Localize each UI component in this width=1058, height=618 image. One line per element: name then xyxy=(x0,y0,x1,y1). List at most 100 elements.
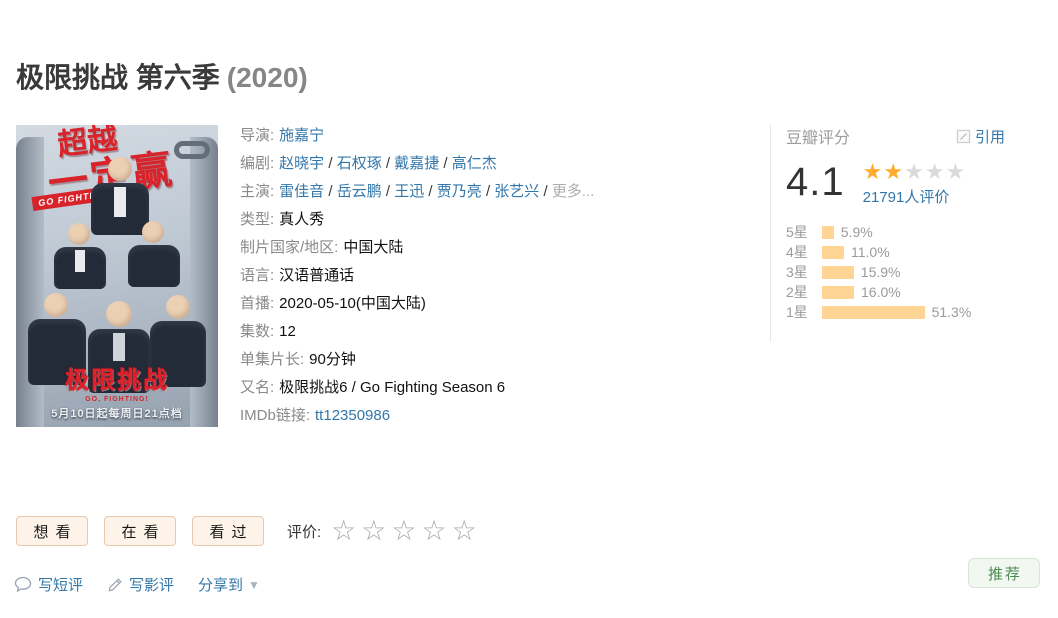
rate-label: 评价: xyxy=(287,523,322,541)
poster-figure xyxy=(54,223,106,289)
rating-bar xyxy=(822,305,925,319)
info-label: 语言: xyxy=(240,267,275,284)
info-link[interactable]: 石权琢 xyxy=(336,155,382,172)
info-value: / xyxy=(381,183,395,200)
cite-icon xyxy=(956,129,971,143)
info-value: 中国大陆 xyxy=(343,239,404,256)
movie-info-list: 导演: 施嘉宁 编剧: 赵晓宇 / 石权琢 / 戴嘉捷 / 高仁杰 主演: 雷佳音 / 岳… xyxy=(240,122,760,430)
footer-links: 写短评 写影评 分享到 ▼ xyxy=(14,574,260,595)
rating-stars: ★★★★★ xyxy=(863,159,967,185)
pencil-icon xyxy=(107,577,123,593)
star-level-label: 2星 xyxy=(786,284,808,300)
rating-distribution: 5星 5.9% 4星 11.0% 3星 15.9% 2星 16.0% 1星 51.3% xyxy=(786,222,1005,322)
votes-link[interactable]: 21791人评价 xyxy=(862,189,950,206)
info-value: 汉语普通话 xyxy=(279,267,355,284)
title-year: (2020) xyxy=(226,62,308,93)
rate-star[interactable]: ☆ xyxy=(361,515,387,546)
star-level-label: 5星 xyxy=(786,224,808,240)
poster-logo-subtitle: GO, FIGHTING! xyxy=(85,396,149,403)
rate-star[interactable]: ☆ xyxy=(391,515,417,546)
info-label: 首播: xyxy=(240,295,275,312)
info-link[interactable]: 雷佳音 xyxy=(279,183,325,200)
rate-star[interactable]: ☆ xyxy=(331,515,357,546)
watching-button[interactable]: 在看 xyxy=(104,516,176,546)
rate-star[interactable]: ☆ xyxy=(451,515,477,546)
info-row: 单集片长: 90分钟 xyxy=(240,346,760,374)
info-link[interactable]: 赵晓宇 xyxy=(279,155,325,172)
rating-percent: 16.0% xyxy=(861,284,901,300)
rating-percent: 11.0% xyxy=(851,244,890,260)
info-link[interactable]: 张艺兴 xyxy=(494,183,540,200)
write-short-review-link[interactable]: 写短评 xyxy=(38,577,84,594)
recommend-button[interactable]: 推荐 xyxy=(968,558,1040,588)
info-row: 集数: 12 xyxy=(240,318,760,346)
rating-distribution-row: 3星 15.9% xyxy=(786,262,1005,282)
rating-distribution-row: 2星 16.0% xyxy=(786,282,1005,302)
info-value: / xyxy=(381,155,395,172)
rating-bar xyxy=(822,225,834,239)
info-link[interactable]: tt12350986 xyxy=(315,407,391,424)
info-value: 真人秀 xyxy=(279,211,325,228)
info-row: IMDb链接: tt12350986 xyxy=(240,402,760,430)
rating-bar xyxy=(822,265,854,279)
info-value: / xyxy=(324,155,337,172)
rating-panel-title: 豆瓣评分 xyxy=(786,130,851,147)
info-value: 极限挑战6 / Go Fighting Season 6 xyxy=(279,379,506,396)
info-label: 单集片长: xyxy=(240,351,305,368)
info-link[interactable]: 贾乃亮 xyxy=(436,183,482,200)
info-label: 主演: xyxy=(240,183,275,200)
rating-bar xyxy=(822,285,854,299)
watched-button[interactable]: 看过 xyxy=(192,516,264,546)
info-row: 导演: 施嘉宁 xyxy=(240,122,760,150)
info-label: 导演: xyxy=(240,127,275,144)
rating-star-icon: ★ xyxy=(904,159,925,184)
cite-label: 引用 xyxy=(974,128,1005,146)
info-row: 又名: 极限挑战6 / Go Fighting Season 6 xyxy=(240,374,760,402)
poster-premiere-line: 5月10日起每周日21点档 xyxy=(51,408,183,420)
movie-poster[interactable]: 超越 一定赢 GO FIGHTING! xyxy=(16,125,218,427)
movie-title: 极限挑战 第六季 xyxy=(16,62,220,93)
info-link[interactable]: 戴嘉捷 xyxy=(394,155,440,172)
rate-star[interactable]: ☆ xyxy=(421,515,447,546)
rate-stars: ☆ ☆ ☆ ☆ ☆ xyxy=(331,516,482,546)
poster-logo: 极限挑战 xyxy=(65,367,169,394)
star-level-label: 1星 xyxy=(786,304,808,320)
wish-button[interactable]: 想看 xyxy=(16,516,88,546)
star-level-label: 4星 xyxy=(786,244,808,260)
rating-score: 4.1 xyxy=(786,160,845,204)
comment-bubble-icon xyxy=(14,576,32,593)
cite-button[interactable]: 引用 xyxy=(956,126,1005,147)
poster-figure xyxy=(91,157,149,239)
share-link[interactable]: 分享到 xyxy=(198,577,244,594)
info-link[interactable]: 王迅 xyxy=(394,183,425,200)
info-row: 语言: 汉语普通话 xyxy=(240,262,760,290)
rating-star-icon: ★ xyxy=(883,159,905,184)
info-value: / xyxy=(481,183,495,200)
info-label: 又名: xyxy=(240,379,275,396)
info-link[interactable]: 施嘉宁 xyxy=(279,127,325,144)
info-label: 编剧: xyxy=(240,155,275,172)
rating-star-icon: ★ xyxy=(862,159,884,184)
info-value: / xyxy=(439,155,452,172)
info-row: 主演: 雷佳音 / 岳云鹏 / 王迅 / 贾乃亮 / 张艺兴 / 更多... xyxy=(240,178,760,206)
info-row: 编剧: 赵晓宇 / 石权琢 / 戴嘉捷 / 高仁杰 xyxy=(240,150,760,178)
write-review-link[interactable]: 写影评 xyxy=(129,577,175,594)
info-link[interactable]: 岳云鹏 xyxy=(336,183,382,200)
actions-row: 想看 在看 看过 评价: ☆ ☆ ☆ ☆ ☆ xyxy=(16,516,482,546)
info-link[interactable]: 高仁杰 xyxy=(451,155,497,172)
rating-panel: 豆瓣评分 引用 4.1 ★★★★★ 21791人评价 5星 5.9% 4星 11.0%… xyxy=(770,124,1005,342)
info-more-link[interactable]: 更多... xyxy=(551,183,595,200)
info-label: IMDb链接: xyxy=(240,407,311,424)
info-value: / xyxy=(539,183,552,200)
rating-percent: 51.3% xyxy=(931,304,972,320)
rating-star-icon: ★ xyxy=(924,159,946,184)
rating-percent: 15.9% xyxy=(860,264,901,280)
info-value: 2020-05-10(中国大陆) xyxy=(279,295,426,312)
info-label: 类型: xyxy=(240,211,275,228)
rating-percent: 5.9% xyxy=(840,224,873,240)
star-level-label: 3星 xyxy=(786,264,808,280)
info-value: / xyxy=(324,183,337,200)
info-row: 首播: 2020-05-10(中国大陆) xyxy=(240,290,760,318)
info-value: / xyxy=(424,183,437,200)
